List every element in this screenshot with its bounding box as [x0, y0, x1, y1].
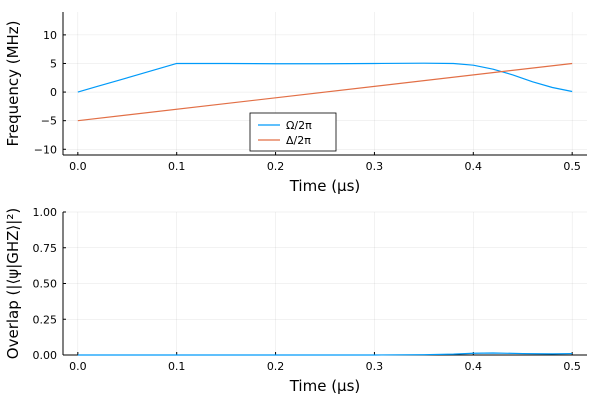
- x-tick-label: 0.4: [465, 160, 483, 173]
- x-tick-label: 0.1: [168, 160, 186, 173]
- y-tick-label: −10: [34, 143, 57, 156]
- x-tick-label: 0.5: [563, 360, 581, 373]
- x-tick-label: 0.3: [366, 360, 384, 373]
- x-tick-label: 0.3: [366, 160, 384, 173]
- x-axis-label: Time (μs): [289, 377, 361, 395]
- x-tick-label: 0.0: [69, 360, 87, 373]
- legend-label: Δ/2π: [286, 134, 311, 147]
- x-tick-label: 0.2: [267, 160, 285, 173]
- y-tick-label: 0.25: [33, 313, 58, 326]
- y-axis-label: Overlap (|⟨ψ|GHZ⟩|²): [4, 208, 22, 359]
- y-tick-label: 1.00: [33, 206, 58, 219]
- y-tick-label: 0: [50, 86, 57, 99]
- legend-label: Ω/2π: [286, 119, 312, 132]
- x-tick-label: 0.2: [267, 360, 285, 373]
- series-line: [77, 352, 573, 356]
- legend-box: [249, 112, 337, 152]
- frequency-plot: 0.0 0.1 0.2 0.3 0.4 0.5 −10 −5 0 5 10 Time (μs) Freq…: [4, 12, 587, 195]
- x-tick-label: 0.5: [563, 160, 581, 173]
- x-tick-label: 0.0: [69, 160, 87, 173]
- overlap-plot: 0.0 0.1 0.2 0.3 0.4 0.5 0.00 0.25 0.50 0.75 1.00 Ti…: [4, 206, 587, 395]
- x-axis-label: Time (μs): [289, 177, 361, 195]
- y-tick-label: 0.75: [33, 242, 58, 255]
- series-line: [77, 62, 573, 122]
- y-tick-label: −5: [41, 115, 57, 128]
- y-tick-label: 0.00: [33, 349, 58, 362]
- y-axis-label: Frequency (MHz): [4, 20, 22, 146]
- y-tick-label: 10: [43, 29, 57, 42]
- series-line: [77, 62, 573, 93]
- x-tick-label: 0.1: [168, 360, 186, 373]
- y-tick-label: 0.50: [33, 278, 58, 291]
- y-tick-label: 5: [50, 57, 57, 70]
- x-tick-label: 0.4: [465, 360, 483, 373]
